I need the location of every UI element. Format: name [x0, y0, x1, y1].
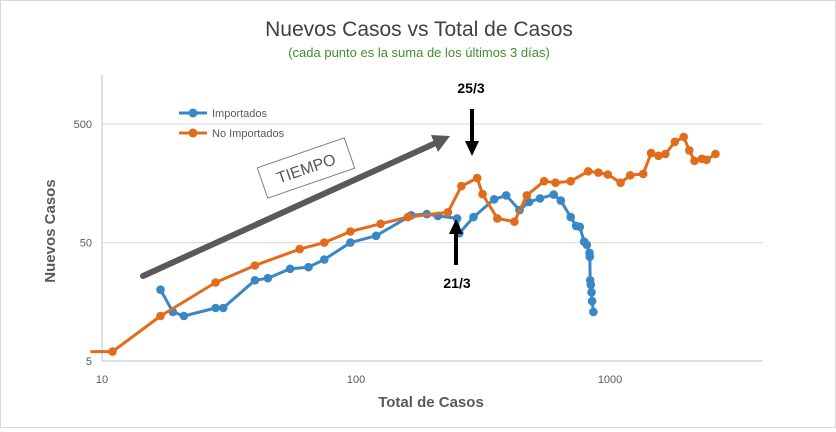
data-point [603, 170, 613, 179]
legend-label: Importados [212, 108, 268, 120]
y-tick-label: 5 [86, 356, 92, 368]
data-point [522, 191, 532, 200]
data-point [376, 219, 385, 229]
data-point [371, 231, 381, 241]
annotation-21-3-label: 21/3 [443, 275, 470, 291]
time-arrow [140, 135, 450, 279]
data-point [263, 273, 273, 283]
data-point [457, 181, 466, 191]
data-point [583, 167, 593, 176]
data-point [320, 255, 329, 264]
y-tick-label: 50 [80, 238, 92, 250]
data-point [472, 173, 482, 183]
data-point [250, 261, 260, 270]
legend-swatch-marker [188, 128, 198, 138]
data-point [346, 238, 355, 247]
annotation-21-3-arrow-head [449, 219, 463, 234]
data-point [250, 276, 260, 285]
data-point [670, 137, 680, 147]
tiempo-box [256, 137, 356, 199]
data-point [211, 278, 220, 287]
data-point [320, 238, 329, 247]
x-tick-label: 1000 [598, 374, 622, 386]
data-point [566, 176, 575, 186]
data-point [585, 252, 595, 261]
data-point [654, 151, 663, 161]
axes [101, 75, 763, 362]
data-point [156, 311, 165, 321]
data-point [295, 244, 305, 254]
data-point [539, 176, 549, 186]
data-point [638, 169, 648, 179]
data-point [575, 222, 585, 232]
x-tick-label: 10 [96, 374, 108, 386]
data-point [566, 212, 575, 222]
x-tick-label: 100 [347, 374, 365, 386]
data-point [218, 303, 228, 313]
series-no-importados [90, 132, 720, 356]
data-point [469, 212, 478, 222]
data-point [586, 280, 596, 290]
data-point [510, 217, 519, 226]
data-point [403, 212, 413, 222]
series-group [90, 132, 720, 356]
data-point [582, 240, 592, 249]
data-point [443, 208, 453, 217]
legend-item-importados: Importados [179, 108, 268, 120]
data-point [501, 191, 511, 200]
data-point [589, 307, 598, 317]
data-point [702, 155, 711, 165]
x-axis-label: Total de Casos [378, 394, 484, 411]
y-tick-label: 500 [74, 119, 92, 131]
data-point [346, 227, 355, 236]
legend-swatch-marker [188, 108, 198, 118]
annotation-25-3: 25/3 [457, 80, 485, 156]
y-tick-labels: 5 50 500 [74, 119, 92, 368]
annotation-25-3-label: 25/3 [457, 80, 484, 96]
data-point [156, 285, 165, 295]
chart-subtitle: (cada punto es la suma de los últimos 3 … [288, 45, 550, 60]
y-axis-label: Nuevos Casos [42, 179, 59, 282]
annotation-25-3-arrow-head [465, 141, 479, 156]
series-importados [156, 190, 598, 321]
data-point [661, 149, 670, 159]
data-point [452, 214, 462, 223]
data-point [625, 171, 635, 180]
time-arrow-head [431, 135, 450, 152]
legend-label: No Importados [212, 128, 285, 140]
time-arrow-line [140, 139, 441, 279]
data-point [587, 288, 596, 297]
data-point [211, 303, 220, 313]
data-point [304, 262, 313, 272]
data-point [685, 146, 694, 155]
title-group: Nuevos Casos vs Total de Casos (cada pun… [265, 18, 573, 60]
legend-item-no-importados: No Importados [179, 128, 285, 140]
data-point [587, 296, 597, 306]
data-point [108, 347, 117, 356]
data-point [690, 156, 699, 166]
annotation-21-3: 21/3 [443, 219, 471, 291]
data-point [489, 195, 499, 204]
data-point [549, 190, 558, 199]
data-point [556, 196, 566, 205]
data-point [594, 168, 603, 177]
data-point [478, 189, 487, 199]
legend: Importados No Importados [179, 108, 285, 140]
data-point [179, 311, 189, 321]
data-point [646, 148, 656, 158]
chart-title: Nuevos Casos vs Total de Casos [265, 18, 573, 41]
data-point [493, 214, 502, 223]
data-point [551, 178, 560, 187]
data-point [285, 264, 295, 274]
data-point [616, 178, 625, 187]
data-point [524, 197, 534, 207]
series-line [159, 193, 595, 318]
x-tick-labels: 10 100 1000 [96, 374, 622, 386]
data-point [535, 194, 545, 203]
data-point [679, 132, 688, 142]
data-point [711, 149, 720, 159]
